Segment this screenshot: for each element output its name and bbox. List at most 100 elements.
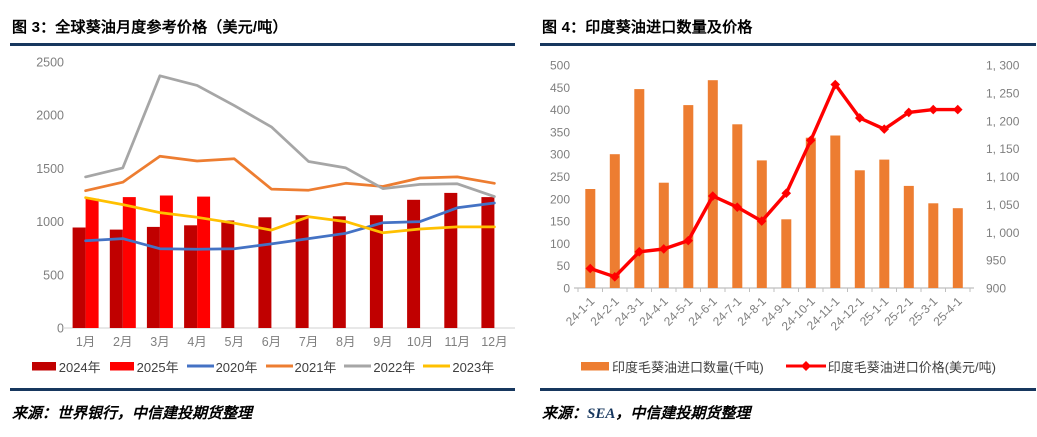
bar-印度毛葵油进口数量(千吨) [903, 185, 914, 288]
bar-2024年 [369, 215, 383, 328]
y-axis-tick-label: 350 [550, 125, 570, 139]
bar-2024年 [72, 227, 86, 328]
bar-2025年 [85, 198, 99, 328]
figure-3-source: 来源：世界银行，中信建投期货整理 [12, 402, 515, 423]
x-axis-tick-label: 6月 [262, 335, 281, 349]
y-axis-tick-label: 250 [550, 170, 570, 184]
bar-2025年 [122, 197, 136, 328]
legend-bar-swatch [109, 362, 134, 371]
bar-2024年 [407, 199, 421, 328]
bar-印度毛葵油进口数量(千吨) [781, 219, 792, 288]
y-axis-tick-label: 1500 [36, 162, 64, 176]
line-2023年 [84, 196, 496, 235]
bar-2024年 [109, 229, 123, 328]
line-2021年 [84, 154, 496, 193]
y-axis-tick-label: 500 [550, 59, 570, 73]
bar-2025年 [197, 196, 211, 328]
y-axis-tick-label: 2500 [36, 56, 64, 70]
secondary-y-axis-tick-label: 1, 300 [986, 59, 1020, 73]
legend-line-swatch [265, 364, 293, 368]
legend-item-2020年: 2020年 [186, 357, 258, 376]
bar-2024年 [258, 217, 272, 328]
legend-bar-swatch [31, 362, 56, 371]
bar-2024年 [146, 226, 160, 328]
legend-item-印度毛葵油进口数量(千吨): 印度毛葵油进口数量(千吨) [580, 357, 764, 376]
bar-印度毛葵油进口数量(千吨) [830, 135, 841, 288]
y-axis-tick-label: 2000 [36, 109, 64, 123]
legend-line-swatch [423, 364, 451, 368]
bar-2024年 [481, 197, 495, 328]
x-axis-tick-label: 5月 [225, 335, 244, 349]
global-sunflower-oil-price-chart: 0 500 1000 1500 2000 2500 1月 2月 3月 4月 5月 6月 7月 8月 9月 10… [36, 56, 515, 349]
legend-bar-swatch [581, 362, 610, 371]
bar-印度毛葵油进口数量(千吨) [658, 182, 669, 288]
diamond-marker [952, 104, 963, 115]
legend-item-印度毛葵油进口价格(美元/吨): 印度毛葵油进口价格(美元/吨) [785, 357, 996, 376]
secondary-y-axis-tick-label: 950 [986, 254, 1006, 268]
figure-3-title-rule [10, 43, 515, 46]
y-axis-tick-label: 100 [550, 237, 570, 251]
legend-label: 2022年 [373, 359, 416, 375]
legend-item-2021年: 2021年 [265, 357, 336, 376]
figure-4-bottom-rule [540, 388, 1036, 391]
secondary-y-axis-tick-label: 1, 150 [986, 142, 1020, 156]
source-suffix: ，中信建投期货整理 [117, 406, 253, 422]
diamond-marker [928, 104, 939, 115]
x-axis-tick-label: 1月 [76, 335, 95, 349]
legend-item-2024年: 2024年 [31, 357, 101, 376]
bar-印度毛葵油进口数量(千吨) [585, 189, 596, 288]
y-axis-tick-label: 0 [57, 322, 64, 336]
y-axis-tick-label: 200 [550, 192, 570, 206]
line-印度毛葵油进口价格(美元/吨) [588, 82, 960, 279]
secondary-y-axis-tick-label: 900 [986, 282, 1006, 296]
y-axis-tick-label: 300 [550, 148, 570, 162]
legend-label: 印度毛葵油进口价格(美元/吨) [827, 359, 996, 375]
legend-label: 2025年 [136, 359, 179, 375]
legend-label: 2020年 [215, 359, 258, 375]
figure-3-bottom-rule [10, 388, 515, 391]
figure-4-legend: 印度毛葵油进口数量(千吨) 印度毛葵油进口价格(美元/吨) [540, 356, 1036, 376]
secondary-y-axis-tick-label: 1, 050 [986, 198, 1020, 212]
x-axis-tick-label: 11月 [445, 335, 470, 349]
bar-印度毛葵油进口数量(千吨) [683, 105, 694, 288]
source-org: SEA [587, 406, 616, 422]
legend-line-swatch [186, 364, 214, 368]
bar-印度毛葵油进口数量(千吨) [805, 137, 816, 288]
line-2020年 [84, 201, 496, 251]
y-axis-tick-label: 500 [43, 268, 64, 282]
x-axis-tick-label: 25-4-1 [930, 294, 965, 329]
x-axis-tick-label: 9月 [373, 335, 392, 349]
secondary-y-axis-tick-label: 1, 000 [986, 226, 1020, 240]
x-axis-tick-label: 10月 [407, 335, 433, 349]
x-axis-tick-label: 8月 [336, 335, 355, 349]
bar-2024年 [221, 220, 235, 328]
bar-印度毛葵油进口数量(千吨) [952, 208, 963, 288]
india-sunflower-oil-import-chart: 0 50 100 150 200 250 300 350 400 450 500 900 950 1, 0… [550, 59, 1020, 334]
line-2022年 [84, 74, 496, 198]
figure-3-title: 图 3：全球葵油月度参考价格（美元/吨） [12, 19, 288, 36]
y-axis-tick-label: 0 [563, 282, 570, 296]
legend-label: 印度毛葵油进口数量(千吨) [612, 359, 764, 375]
bar-印度毛葵油进口数量(千吨) [879, 159, 890, 288]
figure-4-title-rule [540, 43, 1036, 46]
figure-3-legend: 2024年 2025年 2020年 2021年 2022年 2023年 [10, 356, 515, 376]
figure-4-source: 来源：SEA，中信建投期货整理 [542, 402, 1036, 423]
bar-2024年 [184, 225, 198, 328]
bar-印度毛葵油进口数量(千吨) [928, 203, 939, 288]
bar-2024年 [332, 216, 346, 328]
legend-line-swatch [785, 361, 826, 371]
source-org: 世界银行 [57, 406, 118, 422]
x-axis-tick-label: 7月 [299, 335, 318, 349]
diamond-marker [585, 263, 596, 274]
source-prefix: 来源： [12, 406, 58, 422]
secondary-y-axis-tick-label: 1, 200 [986, 114, 1020, 128]
secondary-y-axis-tick-label: 1, 250 [986, 86, 1020, 100]
legend-item-2023年: 2023年 [423, 357, 494, 376]
bar-2025年 [159, 195, 173, 328]
y-axis-tick-label: 150 [550, 215, 570, 229]
legend-label: 2023年 [452, 359, 495, 375]
secondary-y-axis-tick-label: 1, 100 [986, 170, 1020, 184]
x-axis-tick-label: 4月 [187, 335, 206, 349]
source-suffix: ，中信建投期货整理 [615, 406, 751, 422]
